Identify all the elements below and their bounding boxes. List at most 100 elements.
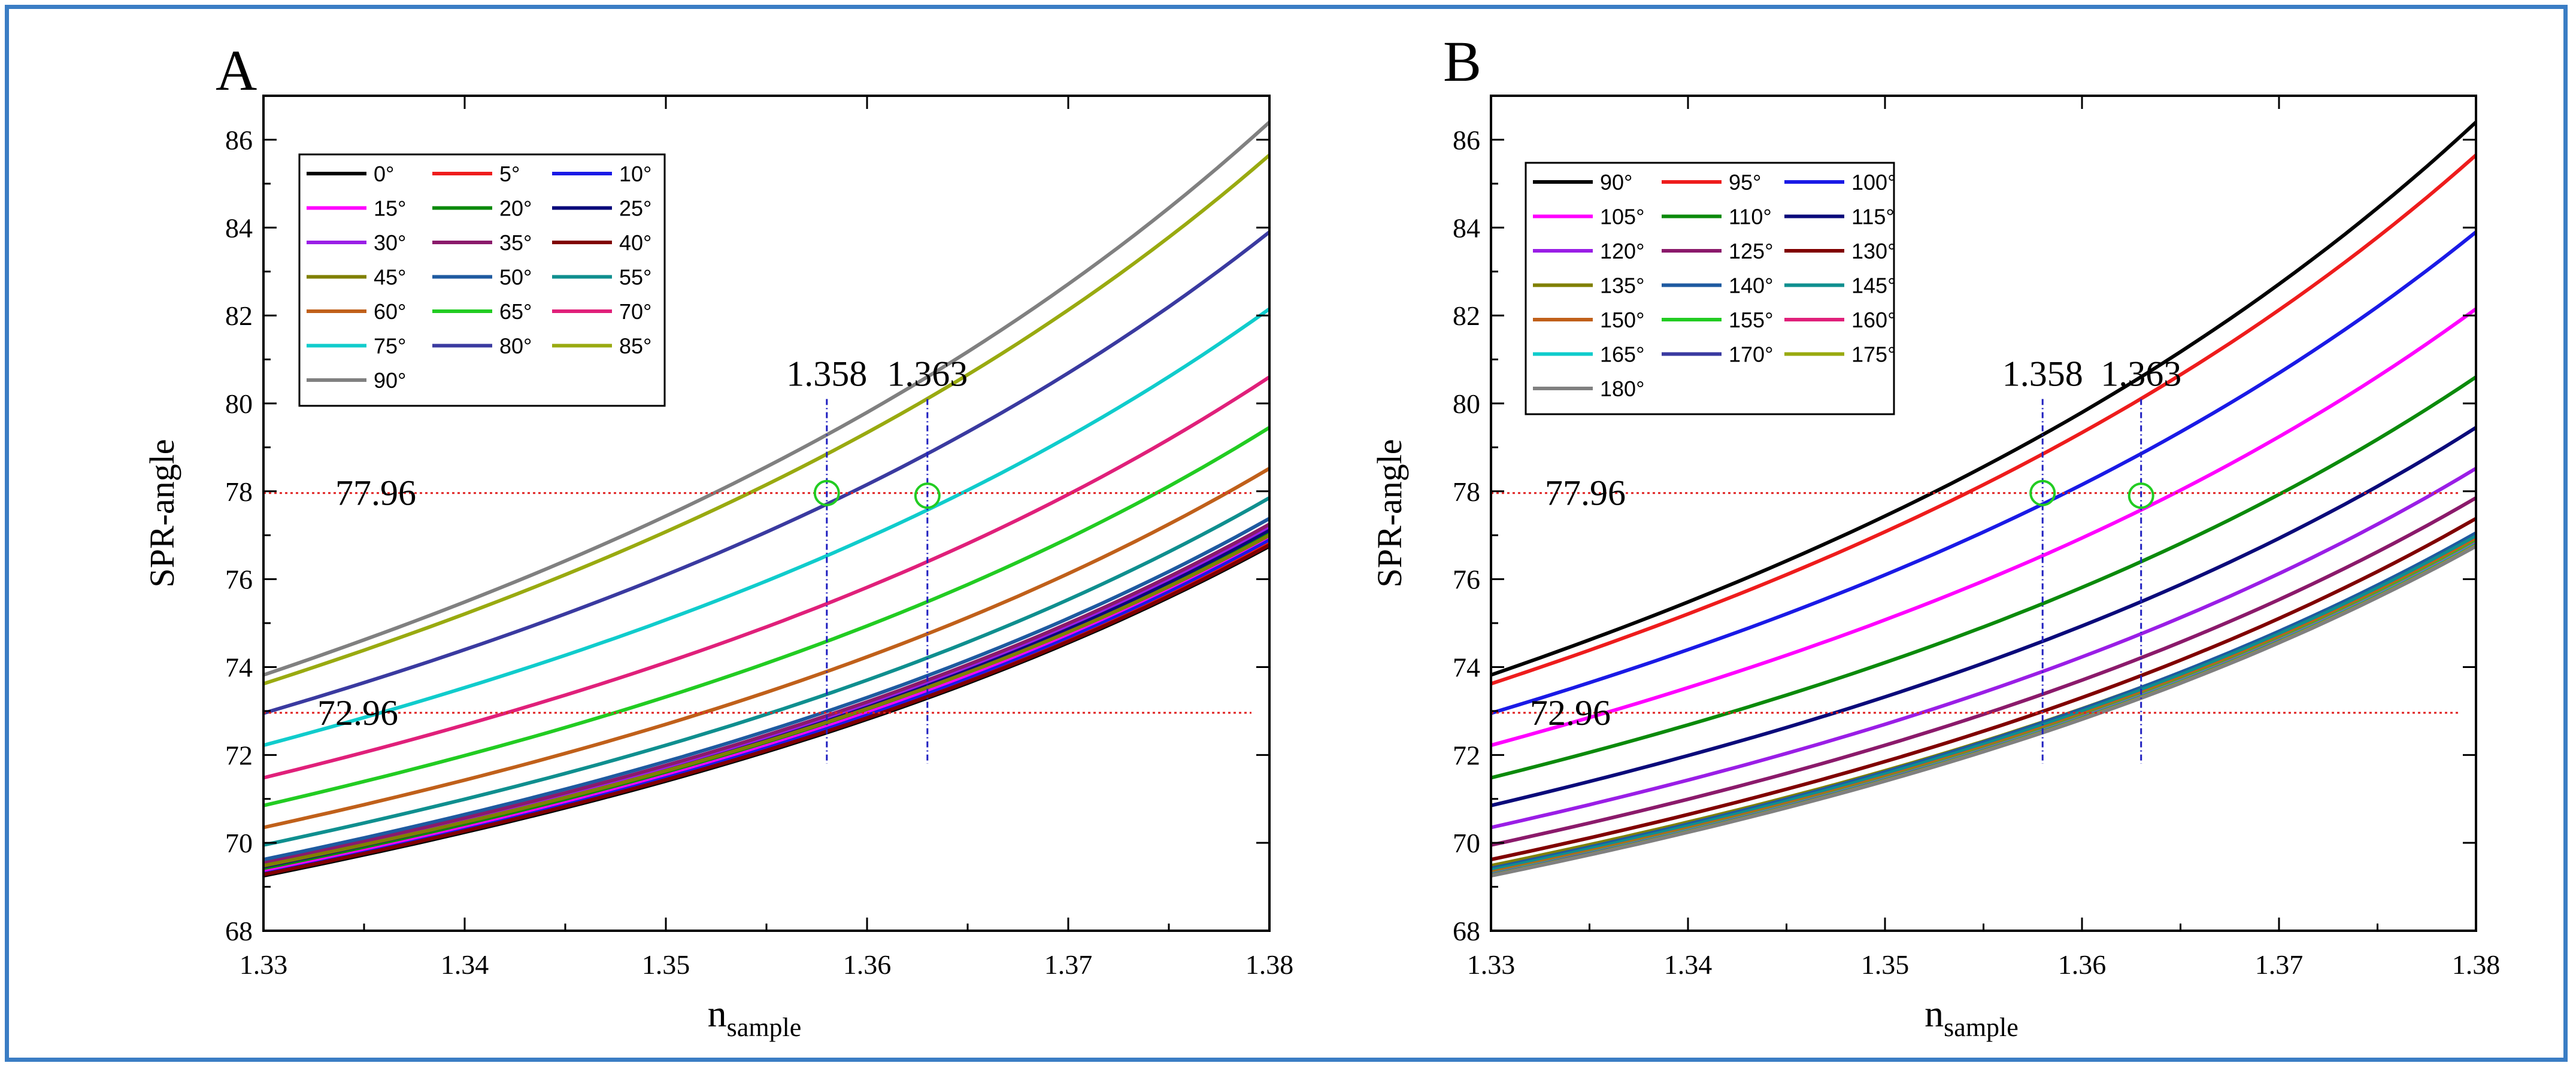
panel-label: A xyxy=(216,38,257,102)
series-line-1 xyxy=(263,540,1271,876)
series-line-8 xyxy=(1490,517,2477,862)
panel-label: B xyxy=(1443,29,1481,93)
x-tick-label-0: 1.33 xyxy=(1467,949,1516,980)
marker-point-0 xyxy=(2029,479,2056,506)
chart-panel-b: B 77.96 72.96 1.358 1.363 68 70 72 74 76 78 80 82 84 8… xyxy=(1370,29,2500,1042)
legend-label-12: 150° xyxy=(1600,308,1644,332)
y-tick-label-4: 76 xyxy=(225,564,253,595)
series-line-17 xyxy=(263,153,1271,686)
x-tick-label-2: 1.35 xyxy=(1861,949,1910,980)
x-axis-title: nsample xyxy=(708,992,802,1042)
legend: 0° 5° 10° 15° 20° 25° 30° 35° 40° 45° 50° 55° 60° 65°… xyxy=(298,153,666,407)
x-tick-label-1: 1.34 xyxy=(1664,949,1713,980)
legend-label-9: 135° xyxy=(1600,274,1644,298)
legend-label-14: 160° xyxy=(1851,308,1896,332)
series-line-18 xyxy=(1490,544,2477,878)
legend-label-4: 110° xyxy=(1729,205,1772,229)
legend-label-6: 30° xyxy=(374,230,406,255)
x-tick-label-2: 1.35 xyxy=(642,949,690,980)
marker-point-0 xyxy=(813,479,840,506)
x-axis-title-sub: sample xyxy=(727,1013,802,1042)
legend-label-2: 100° xyxy=(1851,170,1896,195)
reference-label-v-1: 1.363 xyxy=(2101,354,2181,394)
series-line-6 xyxy=(1490,467,2477,830)
y-axis-title: SPR-angle xyxy=(143,439,181,587)
y-tick-label-8: 84 xyxy=(225,212,253,243)
legend-label-10: 140° xyxy=(1729,274,1773,298)
y-tick-label-7: 82 xyxy=(1453,300,1480,331)
x-axis-title-main: n xyxy=(708,992,727,1035)
legend-label-14: 70° xyxy=(619,299,651,324)
legend-label-17: 85° xyxy=(619,334,651,359)
legend-label-6: 120° xyxy=(1600,239,1644,263)
y-tick-label-9: 86 xyxy=(225,124,253,155)
series-line-4 xyxy=(1490,375,2477,780)
legend-label-15: 165° xyxy=(1600,342,1644,367)
legend-label-11: 55° xyxy=(619,265,651,290)
legend-label-0: 0° xyxy=(374,162,394,186)
x-tick-label-1: 1.34 xyxy=(441,949,489,980)
reference-label-v-1: 1.363 xyxy=(887,354,968,394)
series-line-15 xyxy=(263,307,1271,748)
y-tick-label-2: 72 xyxy=(1453,740,1480,770)
legend-label-18: 180° xyxy=(1600,376,1644,401)
y-tick-label-2: 72 xyxy=(225,740,253,770)
legend-label-16: 170° xyxy=(1729,342,1773,367)
legend-label-18: 90° xyxy=(374,368,406,393)
legend-label-13: 65° xyxy=(499,299,532,324)
legend-label-8: 130° xyxy=(1851,239,1896,263)
y-tick-label-6: 80 xyxy=(1453,388,1480,419)
reference-label-v-0: 1.358 xyxy=(786,354,867,394)
legend-label-7: 35° xyxy=(499,230,532,255)
y-tick-label-5: 78 xyxy=(225,476,253,507)
x-tick-label-3: 1.36 xyxy=(2058,949,2107,980)
legend-label-3: 15° xyxy=(374,196,406,221)
x-axis-title-sub: sample xyxy=(1944,1013,2019,1042)
legend-label-0: 90° xyxy=(1600,170,1632,195)
marker-point-1 xyxy=(2128,482,2154,509)
legend-label-5: 115° xyxy=(1851,205,1895,229)
x-tick-label-0: 1.33 xyxy=(240,949,288,980)
series-line-11 xyxy=(1490,534,2477,872)
legend-label-3: 105° xyxy=(1600,205,1644,229)
legend-label-9: 45° xyxy=(374,265,406,290)
series-line-8 xyxy=(263,543,1271,876)
series-line-13 xyxy=(1490,540,2477,876)
legend-label-16: 80° xyxy=(499,334,532,359)
y-tick-label-9: 86 xyxy=(1453,124,1480,155)
x-tick-label-5: 1.38 xyxy=(1245,949,1294,980)
y-tick-label-3: 74 xyxy=(225,652,253,682)
legend-label-15: 75° xyxy=(374,334,406,359)
x-tick-label-5: 1.38 xyxy=(2452,949,2501,980)
series-line-14 xyxy=(263,375,1271,780)
series-line-2 xyxy=(263,537,1271,874)
y-tick-label-5: 78 xyxy=(1453,476,1480,507)
marker-point-1 xyxy=(914,482,941,509)
y-tick-label-7: 82 xyxy=(225,300,253,331)
x-tick-label-4: 1.37 xyxy=(1044,949,1093,980)
y-tick-label-0: 68 xyxy=(1453,916,1480,946)
y-tick-label-8: 84 xyxy=(1453,212,1480,243)
legend-label-8: 40° xyxy=(619,230,651,255)
series-line-3 xyxy=(1490,307,2477,748)
y-tick-label-1: 70 xyxy=(1453,828,1480,858)
legend: 90° 95° 100° 105° 110° 115° 120° 125° 130° 135° 14… xyxy=(1525,162,1896,415)
series-line-9 xyxy=(1490,533,2477,868)
series-line-4 xyxy=(263,531,1271,870)
legend-label-13: 155° xyxy=(1729,308,1773,332)
x-tick-label-3: 1.36 xyxy=(843,949,892,980)
series-line-12 xyxy=(263,467,1271,830)
chart-panel-a: A 77.96 72.96 1.358 1.363 68 70 72 74 76 78 80 82 84 8… xyxy=(143,38,1293,1042)
series-line-10 xyxy=(263,517,1271,862)
series-line-1 xyxy=(1490,153,2477,686)
legend-label-2: 10° xyxy=(619,162,651,186)
x-tick-label-4: 1.37 xyxy=(2255,949,2304,980)
legend-box xyxy=(298,153,666,407)
series-line-9 xyxy=(263,533,1271,868)
series-line-7 xyxy=(263,523,1271,865)
series-line-5 xyxy=(1490,426,2477,807)
legend-label-17: 175° xyxy=(1851,342,1896,367)
series-line-13 xyxy=(263,426,1271,807)
series-line-11 xyxy=(263,496,1271,847)
